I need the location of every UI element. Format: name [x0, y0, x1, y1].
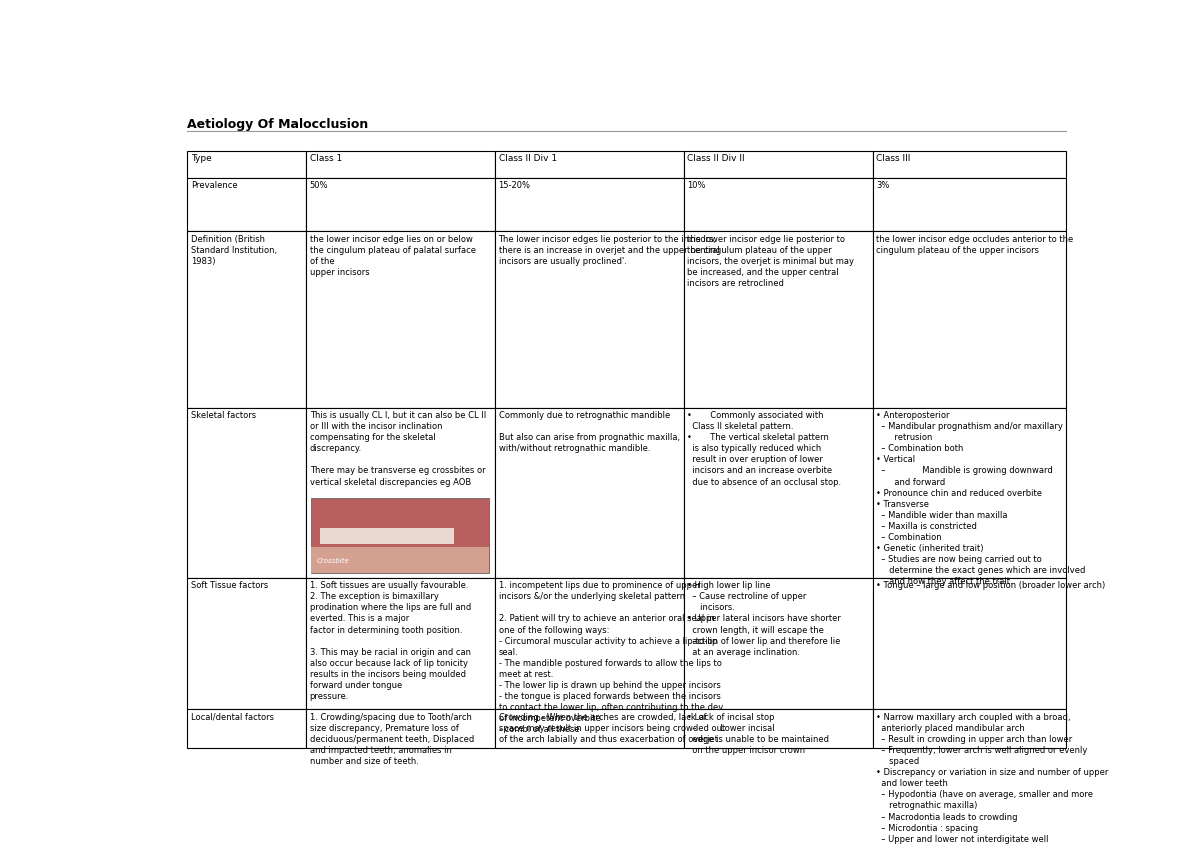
- Bar: [187, 232, 306, 408]
- Bar: [306, 578, 494, 710]
- Bar: [494, 408, 684, 578]
- Text: the lower incisor edge lie posterior to
the cingulum plateau of the upper
inciso: the lower incisor edge lie posterior to …: [688, 235, 854, 288]
- Text: 15-20%: 15-20%: [498, 181, 530, 190]
- Text: Crossbite: Crossbite: [317, 558, 349, 564]
- Text: • Tongue – large and low position (broader lower arch): • Tongue – large and low position (broad…: [876, 581, 1105, 590]
- Text: Soft Tissue factors: Soft Tissue factors: [191, 581, 268, 590]
- Bar: [872, 578, 1066, 710]
- Bar: [684, 578, 872, 710]
- Bar: [494, 177, 684, 232]
- Bar: [306, 177, 494, 232]
- Bar: [187, 578, 306, 710]
- Text: the lower incisor edge occludes anterior to the
cingulum plateau of the upper in: the lower incisor edge occludes anterior…: [876, 235, 1074, 254]
- Bar: [306, 710, 494, 748]
- Text: • Narrow maxillary arch coupled with a broad,
  anteriorly placed mandibular arc: • Narrow maxillary arch coupled with a b…: [876, 712, 1109, 844]
- Bar: [306, 232, 494, 408]
- Text: 1. incompetent lips due to prominence of upper
incisors &/or the underlying skel: 1. incompetent lips due to prominence of…: [498, 581, 722, 734]
- Text: Commonly due to retrognathic mandible

But also can arise from prognathic maxill: Commonly due to retrognathic mandible Bu…: [498, 411, 679, 453]
- Bar: [872, 151, 1066, 177]
- Bar: [872, 177, 1066, 232]
- Bar: [494, 232, 684, 408]
- Bar: [872, 408, 1066, 578]
- Bar: [684, 408, 872, 578]
- Text: Crowding - When the arches are crowded, lack of
space may result in upper inciso: Crowding - When the arches are crowded, …: [498, 712, 725, 744]
- Text: Prevalence: Prevalence: [191, 181, 238, 190]
- Text: Class 1: Class 1: [310, 154, 342, 163]
- Bar: [187, 710, 306, 748]
- Bar: [312, 498, 490, 572]
- Bar: [494, 710, 684, 748]
- Text: 1. Crowding/spacing due to Tooth/arch
size discrepancy, Premature loss of
decidu: 1. Crowding/spacing due to Tooth/arch si…: [310, 712, 474, 766]
- Text: The lower incisor edges lie posterior to the incisors,
there is an increase in o: The lower incisor edges lie posterior to…: [498, 235, 719, 266]
- Text: • Anteroposterior
  – Mandibular prognathism and/or maxillary
       retrusion
 : • Anteroposterior – Mandibular prognathi…: [876, 411, 1086, 587]
- Text: 50%: 50%: [310, 181, 328, 190]
- Text: • High lower lip line
  – Cause rectroline of upper
     incisors.
• Upper later: • High lower lip line – Cause rectroline…: [688, 581, 841, 657]
- Bar: [306, 408, 494, 578]
- Bar: [187, 177, 306, 232]
- Text: Class III: Class III: [876, 154, 911, 163]
- Bar: [872, 232, 1066, 408]
- Text: Class II Div 1: Class II Div 1: [498, 154, 557, 163]
- Bar: [494, 151, 684, 177]
- Text: Local/dental factors: Local/dental factors: [191, 712, 274, 722]
- Bar: [306, 151, 494, 177]
- Bar: [684, 232, 872, 408]
- Bar: [320, 527, 454, 544]
- Text: 1. Soft tissues are usually favourable.
2. The exception is bimaxillary
prodinat: 1. Soft tissues are usually favourable. …: [310, 581, 470, 701]
- Text: the lower incisor edge lies on or below
the cingulum plateau of palatal surface
: the lower incisor edge lies on or below …: [310, 235, 475, 277]
- Bar: [312, 547, 490, 572]
- Text: Type: Type: [191, 154, 211, 163]
- Bar: [187, 151, 306, 177]
- Bar: [684, 710, 872, 748]
- Text: Class II Div II: Class II Div II: [688, 154, 745, 163]
- Text: • Lack of incisal stop
  –         Lower incisal
  edge is unable to be maintain: • Lack of incisal stop – Lower incisal e…: [688, 712, 829, 755]
- Bar: [872, 710, 1066, 748]
- Text: Skeletal factors: Skeletal factors: [191, 411, 256, 420]
- Text: Aetiology Of Malocclusion: Aetiology Of Malocclusion: [187, 118, 368, 131]
- Bar: [187, 408, 306, 578]
- Bar: [684, 177, 872, 232]
- Text: 10%: 10%: [688, 181, 706, 190]
- Text: This is usually CL I, but it can also be CL II
or III with the incisor inclinati: This is usually CL I, but it can also be…: [310, 411, 486, 487]
- Bar: [494, 578, 684, 710]
- Text: Definition (British
Standard Institution,
1983): Definition (British Standard Institution…: [191, 235, 277, 266]
- Bar: [684, 151, 872, 177]
- Text: •       Commonly associated with
  Class II skeletal pattern.
•       The vertic: • Commonly associated with Class II skel…: [688, 411, 841, 487]
- Text: 3%: 3%: [876, 181, 889, 190]
